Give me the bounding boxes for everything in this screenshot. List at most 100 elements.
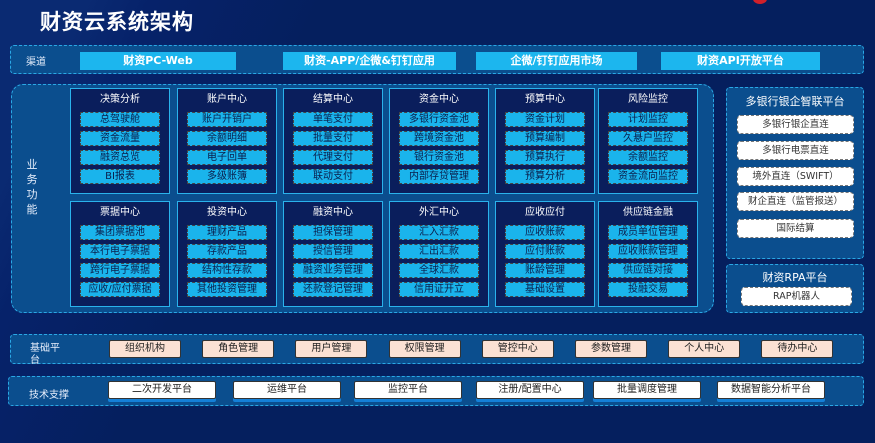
module-item[interactable]: 存款产品 xyxy=(187,244,267,259)
logo-icon xyxy=(753,0,767,4)
module-title: 决策分析 xyxy=(100,94,140,105)
base-panel: 基础平台 组织机构 角色管理 用户管理 权限管理 管控中心 参数管理 个人中心 待办中心 xyxy=(10,334,864,366)
tech-item[interactable]: 二次开发平台 xyxy=(108,381,216,399)
module-6: 风险监控计划监控久悬户监控余额监控资金流向监控 xyxy=(598,88,698,194)
tech-item[interactable]: 注册/配置中心 xyxy=(476,381,584,399)
module-8: 投资中心理财产品存款产品结构性存款其他投资管理 xyxy=(177,201,277,307)
module-5: 预算中心 资金计划 预算编制 预算执行 预算分析 xyxy=(495,88,595,194)
module-item[interactable]: 担保管理 xyxy=(293,225,373,240)
business-label: 业务功能 xyxy=(26,158,38,216)
module-item[interactable]: 应付账款 xyxy=(505,244,585,259)
module-item[interactable]: 银行资金池 xyxy=(399,150,479,165)
module-12: 供应链金融 成员单位管理 应收账款管理 供应链对接 投融交易 xyxy=(598,201,698,307)
bank-item[interactable]: 国际结算 xyxy=(737,219,854,238)
module-item[interactable]: 账户开销户 xyxy=(187,112,267,127)
module-item[interactable]: 本行电子票据 xyxy=(80,244,160,259)
module-title: 票据中心 xyxy=(100,207,140,218)
module-item[interactable]: 其他投资管理 xyxy=(187,282,267,297)
tech-item[interactable]: 监控平台 xyxy=(354,381,462,399)
rpa-platform-title: 财资RPA平台 xyxy=(762,271,828,284)
module-item[interactable]: 余额明细 xyxy=(187,131,267,146)
base-item[interactable]: 角色管理 xyxy=(202,340,275,358)
module-item[interactable]: 结构性存款 xyxy=(187,263,267,278)
module-item[interactable]: 应收账款管理 xyxy=(608,244,688,259)
module-item[interactable]: 全球汇款 xyxy=(399,263,479,278)
module-item[interactable]: 基础设置 xyxy=(505,282,585,297)
module-7: 票据中心集团票据池本行电子票据 跨行电子票据 应收/应付票据 xyxy=(70,201,170,307)
module-item[interactable]: 账龄管理 xyxy=(505,263,585,278)
module-item[interactable]: 融资业务管理 xyxy=(293,263,373,278)
module-item[interactable]: 跨行电子票据 xyxy=(80,263,160,278)
module-title: 融资中心 xyxy=(313,207,353,218)
module-item[interactable]: 批量支付 xyxy=(293,131,373,146)
module-item[interactable]: 还款登记管理 xyxy=(293,282,373,297)
bank-item[interactable]: 多银行电票直连 xyxy=(737,141,854,160)
base-item[interactable]: 组织机构 xyxy=(109,340,181,358)
base-item[interactable]: 待办中心 xyxy=(761,340,834,358)
base-item[interactable]: 管控中心 xyxy=(481,340,554,358)
channel-label: 渠道 xyxy=(26,57,46,68)
module-item[interactable]: 预算编制 xyxy=(505,131,585,146)
module-item[interactable]: 预算执行 xyxy=(505,150,585,165)
base-item[interactable]: 个人中心 xyxy=(668,340,741,358)
tech-panel: 技术支撑 二次开发平台 运维平台 监控平台 注册/配置中心 批量调度管理 数据智能分析平台 xyxy=(8,376,864,406)
bank-item[interactable]: 财企直连（监管报送） xyxy=(737,192,854,211)
module-item[interactable]: 计划监控 xyxy=(608,112,688,127)
module-item[interactable]: 多银行资金池 xyxy=(399,112,479,127)
channel-app[interactable]: 财资-APP/企微&钉钉应用 xyxy=(283,52,456,70)
module-item[interactable]: 授信管理 xyxy=(293,244,373,259)
module-title: 风险监控 xyxy=(628,94,668,105)
module-title: 资金中心 xyxy=(419,94,459,105)
module-item[interactable]: 供应链对接 xyxy=(608,263,688,278)
module-item[interactable]: BI报表 xyxy=(80,169,160,184)
module-item[interactable]: 汇出汇款 xyxy=(399,244,479,259)
module-item[interactable]: 总驾驶舱 xyxy=(80,112,160,127)
module-item[interactable]: 融资总览 xyxy=(80,150,160,165)
base-label: 基础平台 xyxy=(30,343,60,366)
module-item[interactable]: 跨境资金池 xyxy=(399,131,479,146)
tech-label: 技术支撑 xyxy=(29,390,69,401)
module-item[interactable]: 应收账款 xyxy=(505,225,585,240)
module-item[interactable]: 汇入汇款 xyxy=(399,225,479,240)
bank-item[interactable]: 境外直连（SWIFT） xyxy=(737,167,854,186)
module-item[interactable]: 资金流量 xyxy=(80,131,160,146)
base-item[interactable]: 用户管理 xyxy=(295,340,368,358)
module-1: 决策分析总驾驶舱资金流量融资总览 BI报表 xyxy=(70,88,170,194)
module-item[interactable]: 代理支付 xyxy=(293,150,373,165)
module-item[interactable]: 理财产品 xyxy=(187,225,267,240)
module-title: 投资中心 xyxy=(207,207,247,218)
module-item[interactable]: 应收/应付票据 xyxy=(80,282,160,297)
channel-pc-web[interactable]: 财资PC-Web xyxy=(80,52,236,70)
module-item[interactable]: 信用证开立 xyxy=(399,282,479,297)
tech-item[interactable]: 数据智能分析平台 xyxy=(717,381,825,399)
module-item[interactable]: 联动支付 xyxy=(293,169,373,184)
module-item[interactable]: 预算分析 xyxy=(505,169,585,184)
base-item[interactable]: 参数管理 xyxy=(575,340,647,358)
module-item[interactable]: 多级账簿 xyxy=(187,169,267,184)
tech-item[interactable]: 运维平台 xyxy=(233,381,341,399)
module-item[interactable]: 成员单位管理 xyxy=(608,225,688,240)
module-item[interactable]: 资金计划 xyxy=(505,112,585,127)
rpa-item[interactable]: RAP机器人 xyxy=(741,287,852,306)
module-11: 应收应付 应收账款 应付账款 账龄管理 基础设置 xyxy=(495,201,595,307)
module-3: 结算中心 单笔支付 批量支付 代理支付 联动支付 xyxy=(283,88,383,194)
channel-api[interactable]: 财资API开放平台 xyxy=(661,52,820,70)
module-item[interactable]: 内部存贷管理 xyxy=(399,169,479,184)
module-item[interactable]: 余额监控 xyxy=(608,150,688,165)
channel-panel: 渠道 财资PC-Web 财资-APP/企微&钉钉应用 企微/钉钉应用市场 财资A… xyxy=(10,45,864,74)
module-item[interactable]: 电子回单 xyxy=(187,150,267,165)
bank-item[interactable]: 多银行银企直连 xyxy=(737,115,854,134)
tech-item[interactable]: 批量调度管理 xyxy=(593,381,701,399)
base-item[interactable]: 权限管理 xyxy=(388,340,461,358)
module-item[interactable]: 资金流向监控 xyxy=(608,169,688,184)
module-item[interactable]: 单笔支付 xyxy=(293,112,373,127)
channel-market[interactable]: 企微/钉钉应用市场 xyxy=(476,52,637,70)
module-10: 外汇中心 汇入汇款 汇出汇款 全球汇款 信用证开立 xyxy=(389,201,489,307)
module-2: 账户中心账户开销户余额明细电子回单多级账簿 xyxy=(177,88,277,194)
bank-platform-title: 多银行银企智联平台 xyxy=(745,95,845,108)
module-item[interactable]: 集团票据池 xyxy=(80,225,160,240)
module-item[interactable]: 投融交易 xyxy=(608,282,688,297)
module-title: 账户中心 xyxy=(207,94,247,105)
module-4: 资金中心多银行资金池 跨境资金池银行资金池内部存贷管理 xyxy=(389,88,489,194)
module-item[interactable]: 久悬户监控 xyxy=(608,131,688,146)
